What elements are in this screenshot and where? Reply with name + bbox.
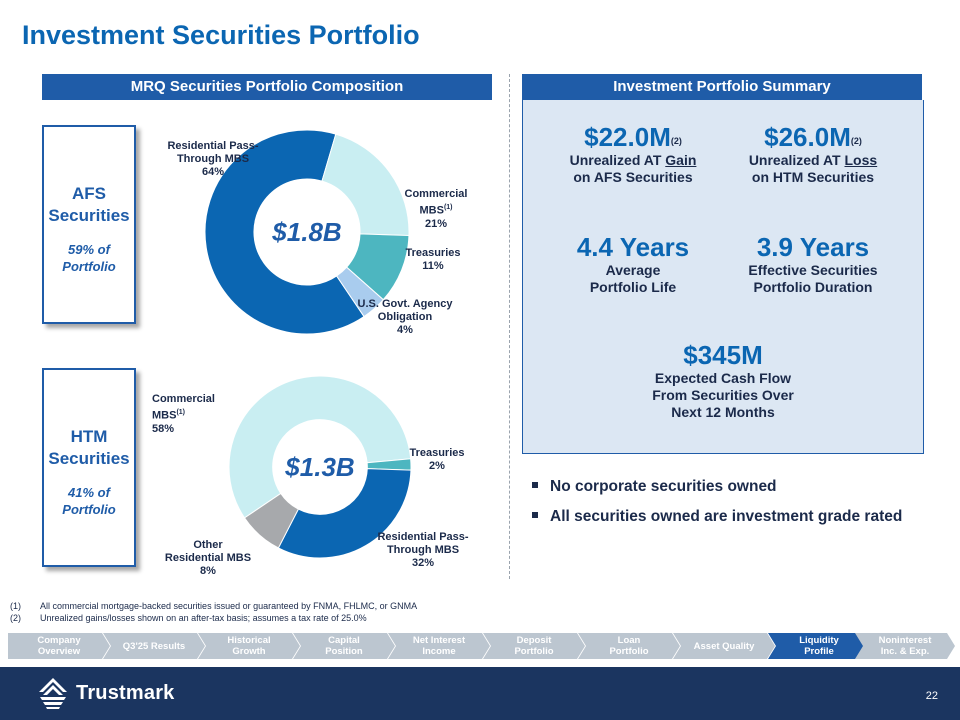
section-divider: [509, 74, 510, 579]
afs-slice-0: [204, 129, 365, 335]
bullet-item: No corporate securities owned: [532, 478, 902, 496]
htm-label-treasuries: Treasuries 2%: [409, 447, 465, 472]
afs-label-residential: Residential Pass- Through MBS 64%: [167, 140, 259, 178]
summary-header: Investment Portfolio Summary: [522, 74, 922, 100]
htm-donut-chart: $1.3B: [228, 375, 412, 559]
nav-loan-portfolio[interactable]: Loan Portfolio: [578, 633, 680, 659]
summary-panel: $22.0M(2) Unrealized AT Gain on AFS Secu…: [522, 100, 924, 454]
afs-label-agency: U.S. Govt. Agency Obligation 4%: [357, 298, 453, 336]
htm-share-line1: 41% of: [68, 485, 110, 500]
htm-box: HTM Securities 41% of Portfolio: [42, 368, 136, 567]
footnote-2: (2) Unrealized gains/losses shown on an a…: [10, 613, 367, 623]
cash-flow-metric: $345M Expected Cash Flow From Securities…: [652, 340, 794, 420]
htm-share-line2: Portfolio: [62, 502, 116, 517]
average-life-metric: 4.4 Years Average Portfolio Life: [576, 232, 690, 295]
duration-metric: 3.9 Years Effective Securities Portfolio…: [748, 232, 878, 295]
footnotes: (1) All commercial mortgage-backed securi…: [10, 600, 417, 624]
nav-historical-growth[interactable]: Historical Growth: [198, 633, 300, 659]
nav-liquidity-profile[interactable]: Liquidity Profile: [768, 633, 870, 659]
nav-asset-quality[interactable]: Asset Quality: [673, 633, 775, 659]
composition-header: MRQ Securities Portfolio Composition: [42, 74, 492, 100]
nav-net-interest-income[interactable]: Net Interest Income: [388, 633, 490, 659]
htm-slice-2: [277, 468, 412, 559]
nav-company-overview[interactable]: Company Overview: [8, 633, 110, 659]
htm-slice-0: [228, 375, 412, 519]
section-nav: Company Overview Q3'25 Results Historical…: [0, 633, 960, 659]
footer-bar: [0, 667, 960, 720]
page-title: Investment Securities Portfolio: [22, 20, 420, 50]
afs-share-line1: 59% of: [68, 242, 110, 257]
htm-slice-3: [243, 492, 300, 549]
unrealized-loss-metric: $26.0M(2) Unrealized AT Loss on HTM Secu…: [748, 122, 878, 185]
nav-noninterest[interactable]: Noninterest Inc. & Exp.: [855, 633, 955, 659]
brand-name: Trustmark: [76, 681, 175, 704]
htm-label-commercial: Commercial MBS(1) 58%: [152, 393, 215, 435]
unrealized-gain-metric: $22.0M(2) Unrealized AT Gain on AFS Secu…: [569, 122, 697, 185]
htm-label-other: Other Residential MBS 8%: [164, 539, 252, 577]
htm-label-residential: Residential Pass- Through MBS 32%: [377, 531, 469, 569]
afs-slice-3: [335, 266, 384, 318]
brand-logo: Trustmark: [36, 676, 175, 710]
afs-label-treasuries: Treasuries 11%: [405, 247, 461, 272]
trustmark-logo-icon: [39, 678, 67, 709]
htm-total-value: $1.3B: [284, 452, 354, 482]
htm-title-line2: Securities: [48, 449, 130, 468]
afs-share-line2: Portfolio: [62, 259, 116, 274]
afs-total-value: $1.8B: [271, 217, 341, 247]
afs-box: AFS Securities 59% of Portfolio: [42, 125, 136, 324]
bullet-list: No corporate securities owned All securi…: [532, 478, 902, 538]
nav-deposit-portfolio[interactable]: Deposit Portfolio: [483, 633, 585, 659]
bullet-item: All securities owned are investment grad…: [532, 508, 902, 526]
nav-capital-position[interactable]: Capital Position: [293, 633, 395, 659]
afs-title-line2: Securities: [48, 206, 130, 225]
page-number: 22: [925, 690, 938, 702]
footnote-1: (1) All commercial mortgage-backed securi…: [10, 601, 418, 611]
afs-label-commercial: Commercial MBS(1) 21%: [404, 188, 468, 230]
nav-q3-results[interactable]: Q3'25 Results: [103, 633, 205, 659]
afs-title-line1: AFS: [72, 184, 106, 203]
afs-donut-chart: $1.8B: [204, 129, 410, 335]
htm-title-line1: HTM: [70, 427, 108, 446]
